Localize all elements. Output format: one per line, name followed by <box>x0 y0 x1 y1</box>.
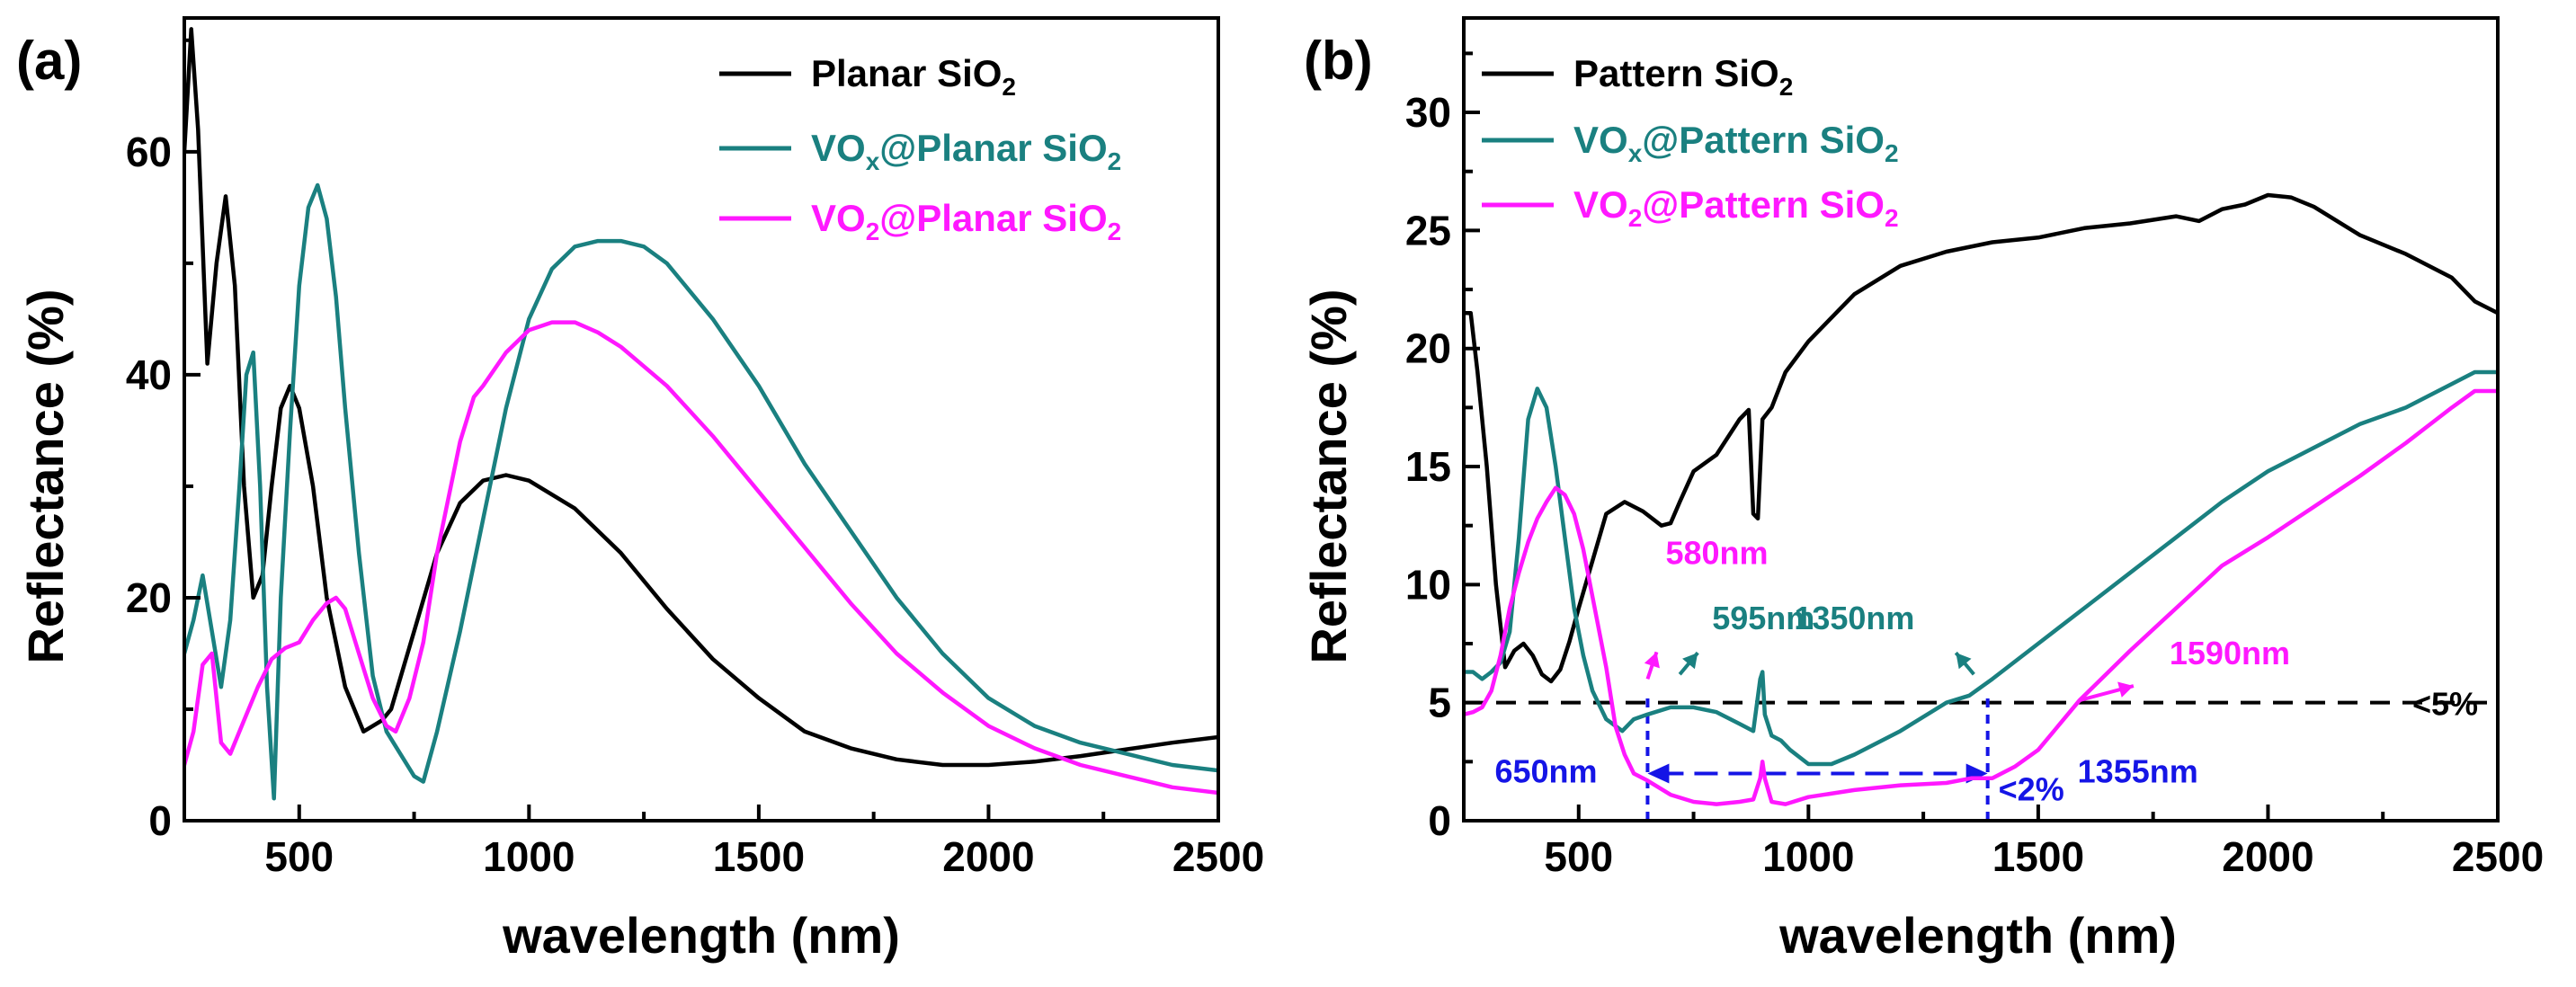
annotation-1590nm: 1590nm <box>2170 635 2290 671</box>
band-arrow-head-left <box>1647 763 1670 784</box>
x-tick-label: 1500 <box>713 833 805 880</box>
series-line-vox-pattern-sio2 <box>1464 369 2498 767</box>
y-tick-label: 10 <box>1405 561 1451 608</box>
y-tick-label: 20 <box>1405 325 1451 372</box>
panel-b-label: (b) <box>1304 31 1373 91</box>
legend-label-pattern: Pattern SiO2 <box>1573 52 1793 101</box>
panel-b-legend: Pattern SiO2 VOx@Pattern SiO2 VO2@Patter… <box>1482 52 1899 232</box>
series-line-vox-planar-sio2 <box>184 182 1218 801</box>
series-line-pattern-sio2 <box>1464 192 2498 684</box>
y-tick-label: 15 <box>1405 443 1451 490</box>
annotation-arrowhead-595nm <box>1682 653 1698 670</box>
panel-a-plot-frame <box>183 16 1220 822</box>
legend-label-vo2-planar: VO2@Planar SiO2 <box>811 197 1121 245</box>
panel-a-legend: Planar SiO2 VOx@Planar SiO2 VO2@Planar S… <box>719 52 1121 245</box>
annotation-1355nm: 1355nm <box>2078 752 2198 789</box>
annotation-1350nm: 1350nm <box>1794 600 1914 636</box>
panel-a-xlabel: wavelength (nm) <box>502 907 900 964</box>
legend-label-vo2-pattern: VO2@Pattern SiO2 <box>1573 183 1899 232</box>
series-line-planar-sio2 <box>184 27 1218 768</box>
chart-panel-b: (b) Reflectance (%) wavelength (nm) 500 1… <box>1300 16 2544 964</box>
panel-b-xlabel: wavelength (nm) <box>1778 907 2177 964</box>
annotation-595nm: 595nm <box>1712 600 1814 636</box>
legend-label-vox-planar: VOx@Planar SiO2 <box>811 127 1121 175</box>
panel-b-ylabel: Reflectance (%) <box>1300 289 1357 663</box>
x-tick-label: 2000 <box>942 833 1034 880</box>
annotation-arrowhead-1350nm <box>1956 653 1972 670</box>
panel-a-ylabel: Reflectance (%) <box>17 289 74 663</box>
x-tick-label: 2500 <box>2452 833 2544 880</box>
chart-panel-a: (a) Reflectance (%) wavelength (nm) 500 1… <box>16 16 1264 964</box>
x-tick-label: 500 <box>264 833 334 880</box>
panel-b-plot-frame <box>1462 16 2500 822</box>
y-tick-label: 0 <box>148 797 172 844</box>
series-line-vo2-planar-sio2 <box>184 320 1218 796</box>
y-tick-label: 30 <box>1405 89 1451 136</box>
y-tick-label: 25 <box>1405 207 1451 253</box>
y-tick-label: 60 <box>126 129 172 175</box>
y-tick-label: 5 <box>1428 680 1451 726</box>
x-tick-label: 1500 <box>1992 833 2084 880</box>
annotation-arrowhead-1590nm <box>2117 681 2134 698</box>
x-tick-label: 2000 <box>2222 833 2313 880</box>
legend-label-planar: Planar SiO2 <box>811 52 1016 101</box>
threshold-label-5pct: <5% <box>2412 686 2478 723</box>
series-line-vo2-pattern-sio2 <box>1464 388 2498 806</box>
panel-a-label: (a) <box>16 31 82 91</box>
annotation-650nm: 650nm <box>1494 752 1597 789</box>
annotation-580nm: 580nm <box>1665 534 1768 571</box>
annotation-arrowhead-580nm <box>1644 652 1660 669</box>
x-tick-label: 500 <box>1544 833 1613 880</box>
y-tick-label: 20 <box>126 574 172 621</box>
x-tick-label: 2500 <box>1172 833 1264 880</box>
legend-label-vox-pattern: VOx@Pattern SiO2 <box>1573 119 1899 167</box>
x-tick-label: 1000 <box>1762 833 1854 880</box>
y-tick-label: 0 <box>1428 797 1451 844</box>
y-tick-label: 40 <box>126 351 172 398</box>
band-label-2pct: <2% <box>1999 770 2064 807</box>
x-tick-label: 1000 <box>483 833 575 880</box>
